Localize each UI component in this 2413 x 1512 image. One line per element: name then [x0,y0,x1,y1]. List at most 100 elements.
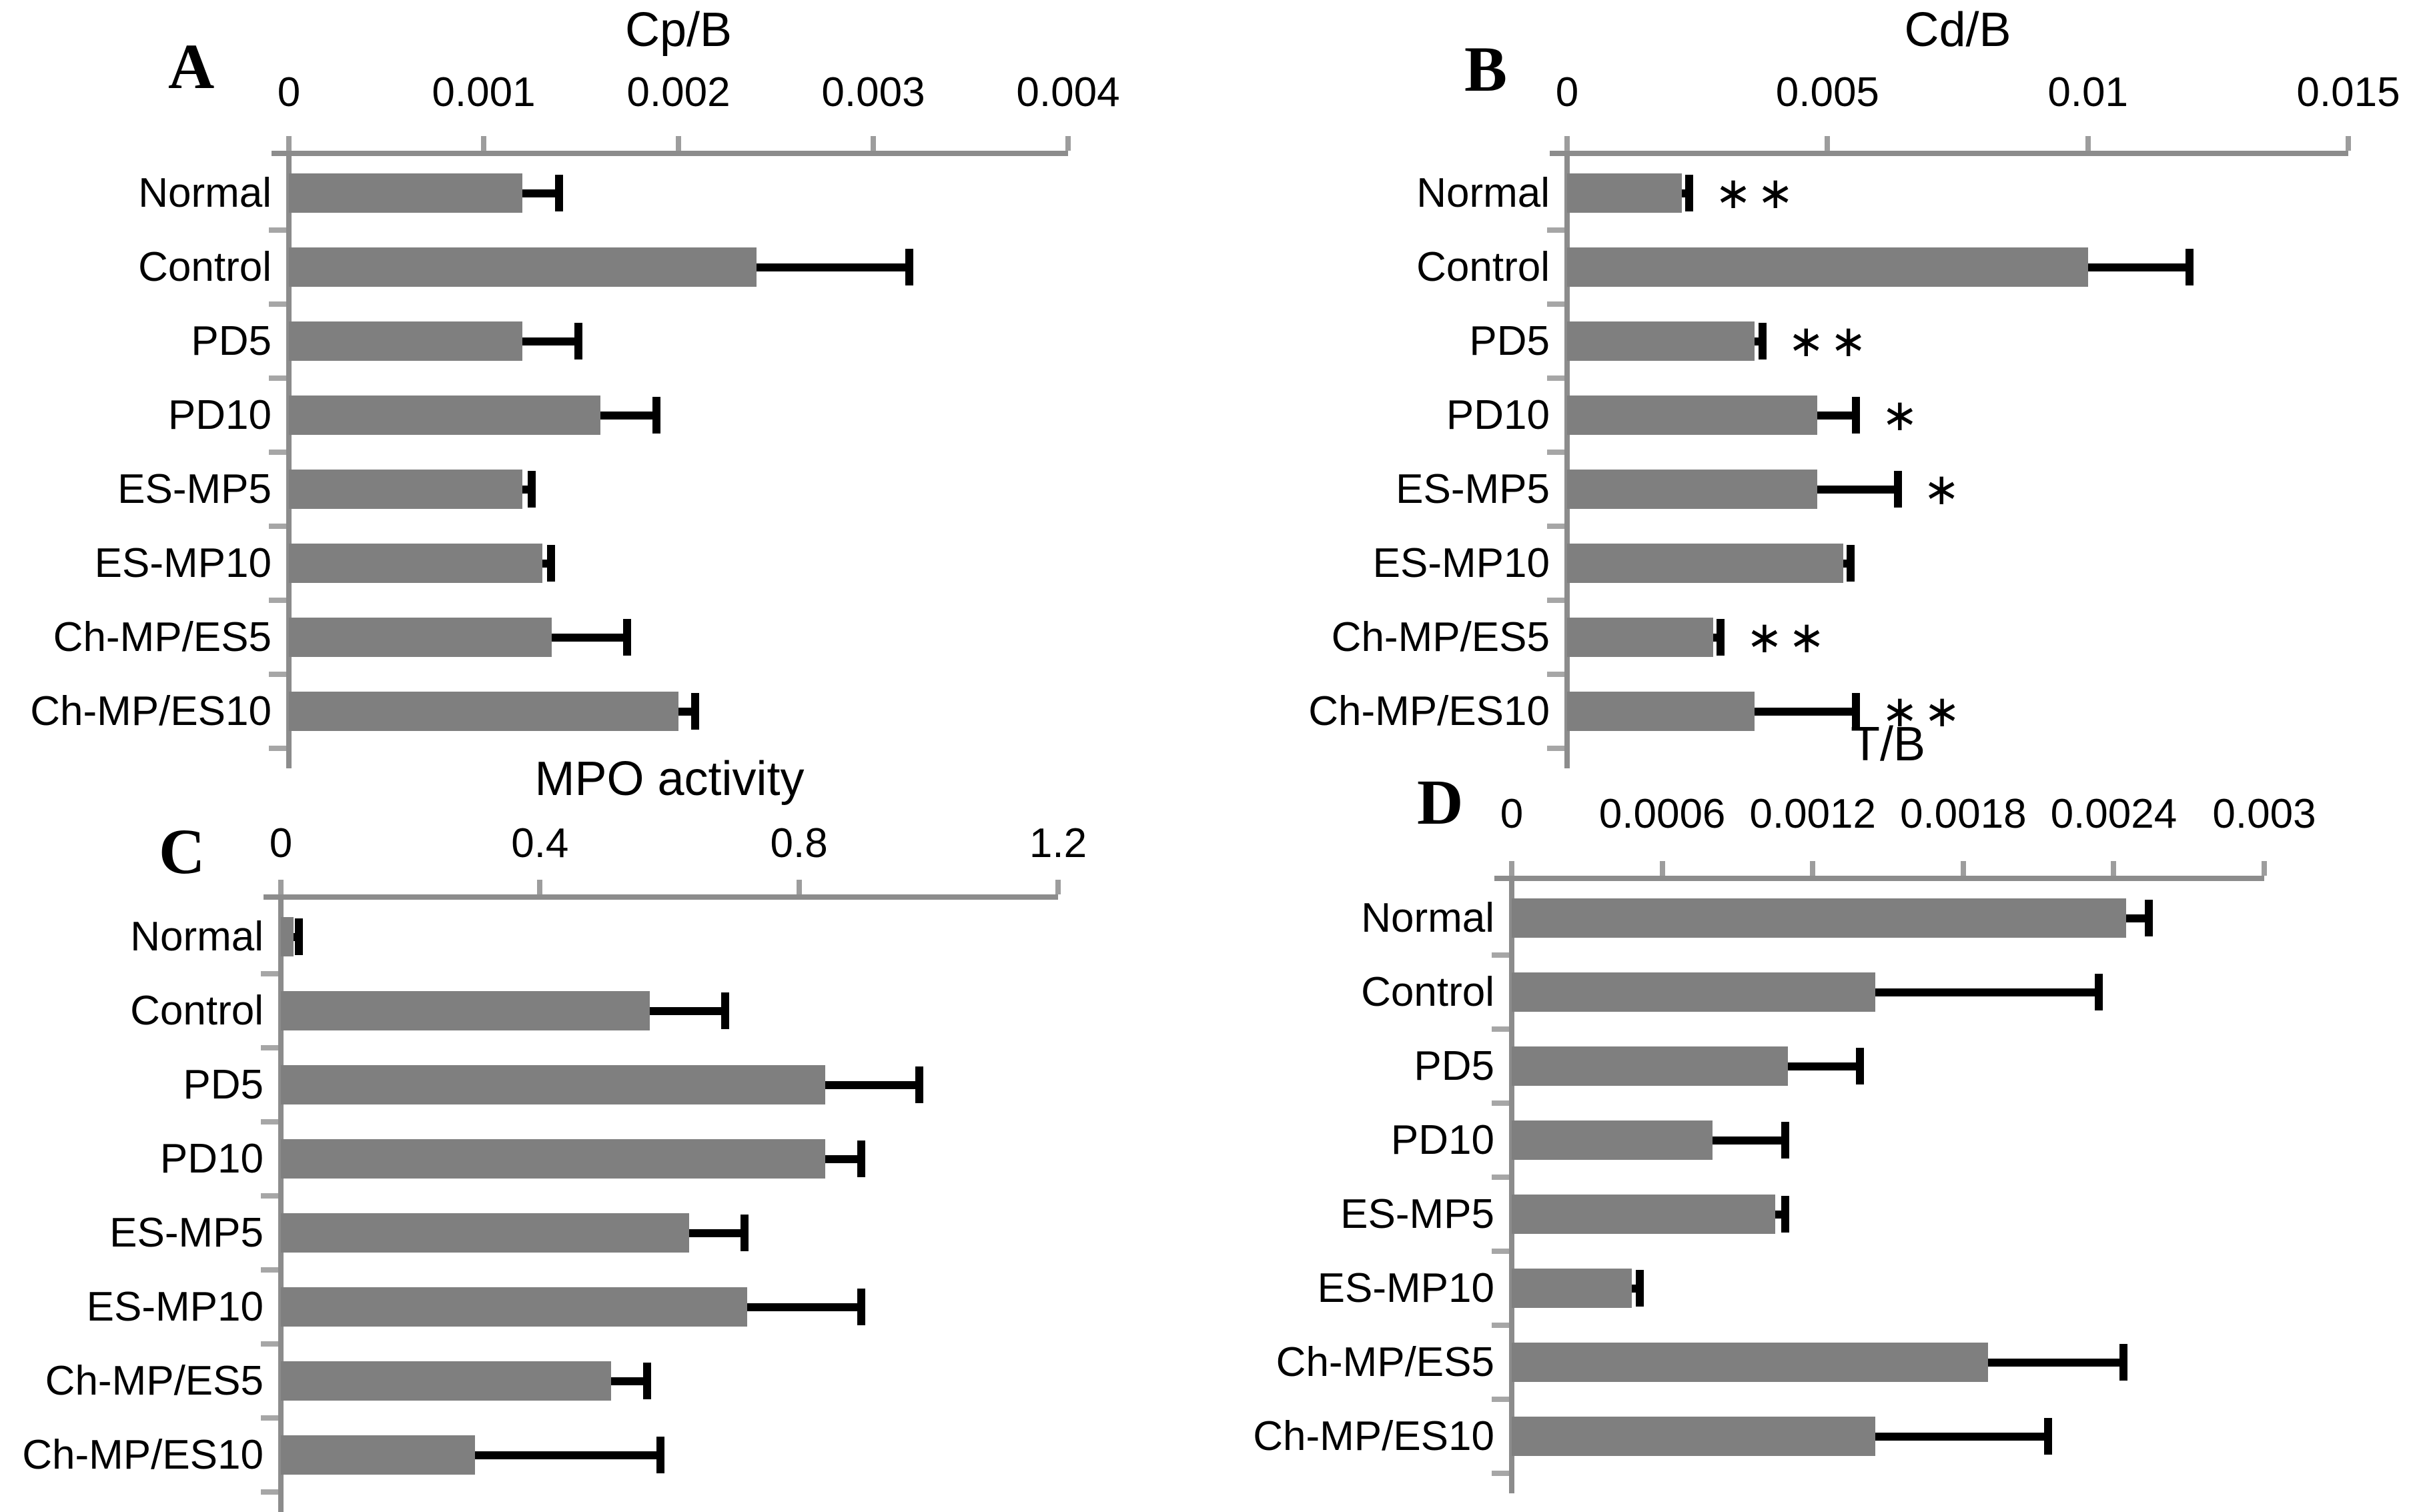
plot-area-C: Normal Control PD5 PD10 ES-MP5 ES-MP10 Ch-MP/E… [22,880,1061,1512]
bar [289,618,552,657]
y-axis-tick-mark [269,227,286,233]
bar-row: Control [1416,230,2348,304]
y-axis-tick-mark [1492,1471,1509,1476]
x-axis-tick-mark [796,880,802,894]
bar-row: Control [138,230,1068,304]
y-axis-tick-mark [1547,672,1564,677]
y-axis-tick-mark [1547,227,1564,233]
error-bar-cap [2044,1418,2053,1455]
bar [1567,396,1817,435]
y-axis-tick-mark [261,1045,278,1050]
x-axis-tick-mark [1055,880,1061,894]
bar [1567,544,1843,583]
bar-row: PD5 [183,1048,1058,1122]
bar-row: PD10 [168,378,1068,452]
x-axis-tick-mark [2111,861,2117,876]
error-bar-line [475,1451,663,1459]
error-bar-line [756,263,913,271]
bar-row: ES-MP5 [117,452,1068,526]
category-label: ES-MP5 [109,1210,264,1256]
bar-row: ES-MP10 [87,1270,1058,1344]
bar-row: PD10 [1391,1103,2264,1177]
error-bar-cap [574,323,582,359]
y-axis-line [286,151,292,768]
x-axis-tick-label: 0.01 [2047,69,2128,115]
y-axis-line [278,894,284,1512]
error-bar-line [688,1229,747,1237]
y-axis-tick-mark [1492,1397,1509,1402]
bar [281,1361,612,1401]
plot-area-B: Normal ∗∗ Control PD5 ∗∗ PD10 ∗ ES-MP5 ∗ ES-MP10 C… [1308,136,2351,768]
y-axis-line [1564,151,1570,768]
category-label: PD5 [1414,1043,1494,1089]
bar-row: Ch-MP/ES5 [1276,1325,2264,1399]
error-bar-cap [2094,974,2103,1010]
bar-row: Ch-MP/ES5 [45,1344,1058,1418]
error-bar-line [611,1377,650,1385]
bar [1512,1269,1632,1308]
category-label: Control [1361,969,1494,1015]
category-label: Ch-MP/ES5 [45,1358,264,1404]
panel-letter-D: D [1417,766,1464,838]
error-bar-cap [691,693,700,730]
category-label: PD5 [183,1062,264,1108]
error-bar-cap [857,1141,865,1177]
y-axis-tick-mark [1547,746,1564,751]
error-bar-cap [2119,1344,2128,1381]
y-axis-tick-mark [261,1267,278,1273]
bar [1512,972,1876,1012]
panel-A: A Cp/B 0 0.001 0.002 0.003 0.004 Normal Contr… [0,0,1206,768]
error-bar-cap [2144,900,2153,936]
y-axis-tick-mark [269,672,286,677]
bar-row: PD5 ∗∗ [1469,304,2348,378]
panel-B: B Cd/B 0 0.005 0.01 0.015 Normal ∗∗ Control PD… [1207,0,2413,768]
bar-row: Normal ∗∗ [1416,156,2348,230]
bar-row: PD10 ∗ [1446,378,2348,452]
bar-row: Ch-MP/ES10 [30,674,1068,748]
bar-row: ES-MP10 [95,526,1068,600]
y-axis-tick-mark [261,1193,278,1199]
x-axis-tick-mark [1810,861,1816,876]
bar-row: ES-MP10 [1373,526,2348,600]
category-label: PD10 [1390,1117,1494,1163]
error-bar-cap [915,1066,924,1103]
error-bar-line [1817,412,1859,420]
error-bar-cap [1847,545,1855,582]
bar [1512,1120,1713,1160]
bar-row: ES-MP5 [109,1196,1058,1270]
category-label: Control [1416,244,1550,290]
bar [289,173,523,213]
x-axis-tick-mark [2262,861,2267,876]
bar [281,991,650,1030]
error-bar-line [650,1007,728,1015]
x-axis-tick-mark [871,136,876,151]
bar-row: Normal [1361,881,2264,955]
panel-letter-A: A [168,31,215,102]
error-bar-cap [656,1437,664,1473]
error-bar-line [1817,486,1901,494]
y-axis-tick-mark [1492,1100,1509,1106]
bar-row: ES-MP5 [1340,1177,2264,1251]
panel-letter-C: C [159,816,205,887]
x-axis-tick-mark [1509,861,1514,876]
error-bar-cap [1717,619,1725,656]
bar-row: Ch-MP/ES10 ∗∗ [1308,674,2348,748]
error-bar-line [1875,1433,2051,1441]
x-axis-tick-mark [286,136,292,151]
y-axis-tick-mark [269,598,286,603]
x-axis-tick-mark [1659,861,1665,876]
error-bar-cap [554,175,563,211]
error-bar-cap [1781,1196,1789,1233]
x-axis-tick-label: 0.005 [1775,69,1879,115]
significance-stars: ∗ [1881,390,1924,440]
x-axis-tick-label: 0.003 [821,69,925,115]
bar [1567,470,1817,509]
error-bar-line [2087,263,2192,271]
bar [281,1435,476,1475]
x-axis-tick-mark [481,136,486,151]
category-label: ES-MP10 [86,1284,264,1330]
y-axis-tick-mark [269,524,286,529]
error-bar-cap [643,1363,652,1399]
bar-row: Normal [138,156,1068,230]
